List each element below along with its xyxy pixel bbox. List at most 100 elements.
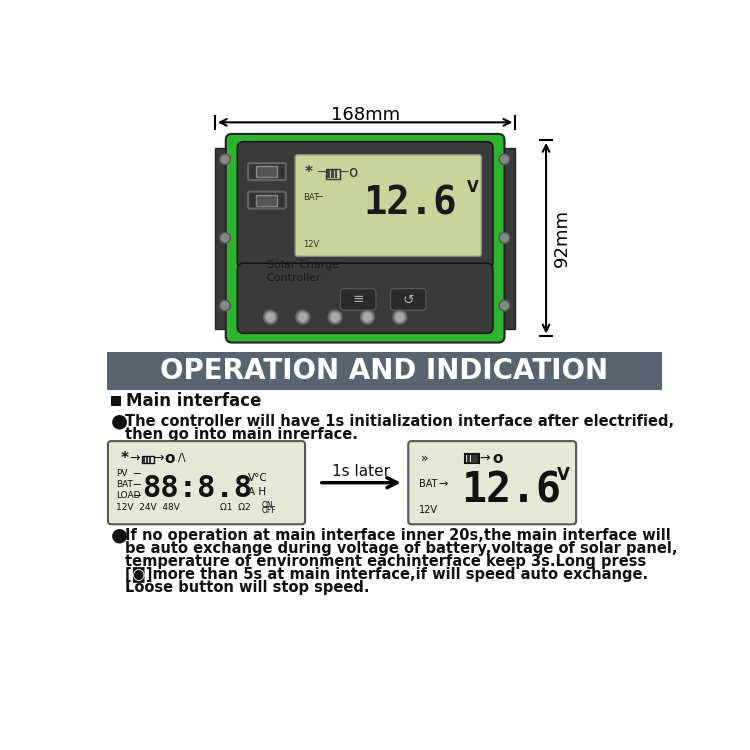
Circle shape bbox=[332, 314, 339, 321]
Bar bbox=[326, 170, 340, 178]
Bar bbox=[335, 170, 338, 178]
Circle shape bbox=[361, 310, 374, 324]
Text: V: V bbox=[557, 466, 570, 484]
Text: PV: PV bbox=[116, 469, 128, 478]
Text: BAT: BAT bbox=[304, 193, 320, 202]
Text: ─: ─ bbox=[134, 490, 140, 500]
Bar bbox=[466, 455, 470, 463]
Circle shape bbox=[296, 310, 310, 324]
FancyBboxPatch shape bbox=[408, 441, 576, 524]
Circle shape bbox=[221, 234, 229, 242]
Bar bbox=[470, 455, 474, 463]
FancyBboxPatch shape bbox=[226, 134, 505, 343]
Bar bbox=[494, 148, 515, 328]
Circle shape bbox=[220, 154, 230, 165]
Circle shape bbox=[297, 312, 308, 322]
Text: ─: ─ bbox=[134, 469, 140, 478]
Text: LOAD: LOAD bbox=[116, 490, 141, 500]
Circle shape bbox=[499, 232, 510, 243]
FancyBboxPatch shape bbox=[248, 192, 286, 208]
FancyBboxPatch shape bbox=[340, 289, 376, 310]
Circle shape bbox=[221, 155, 229, 164]
Text: OFF: OFF bbox=[261, 506, 276, 515]
Text: 12.6: 12.6 bbox=[363, 184, 457, 222]
Circle shape bbox=[364, 314, 371, 321]
Text: BAT: BAT bbox=[419, 479, 437, 489]
Text: ─: ─ bbox=[316, 192, 322, 202]
Text: ─: ─ bbox=[340, 166, 347, 179]
Text: Main interface: Main interface bbox=[127, 392, 262, 410]
Text: V°C: V°C bbox=[248, 473, 268, 483]
Circle shape bbox=[499, 300, 510, 311]
Text: Loose button will stop speed.: Loose button will stop speed. bbox=[125, 580, 370, 595]
FancyBboxPatch shape bbox=[108, 441, 305, 524]
Text: →: → bbox=[154, 452, 164, 464]
Text: then go into main inrerface.: then go into main inrerface. bbox=[125, 427, 358, 442]
Text: ─: ─ bbox=[316, 166, 324, 179]
Bar bbox=[148, 457, 151, 463]
Text: /\: /\ bbox=[178, 453, 185, 463]
Text: 168mm: 168mm bbox=[331, 106, 400, 124]
Bar bbox=[142, 457, 145, 463]
Circle shape bbox=[263, 310, 278, 324]
FancyBboxPatch shape bbox=[295, 154, 482, 256]
Text: »: » bbox=[422, 452, 429, 464]
Bar bbox=[142, 456, 154, 464]
Text: temperature of environment eachinterface keep 3s.Long press: temperature of environment eachinterface… bbox=[125, 554, 646, 568]
Text: be auto exchange during voltage of battery,voltage of solar panel,: be auto exchange during voltage of batte… bbox=[125, 541, 677, 556]
Text: 1s later: 1s later bbox=[332, 464, 390, 479]
Circle shape bbox=[393, 310, 406, 324]
Text: 12.6: 12.6 bbox=[461, 470, 562, 512]
Text: 12V  24V  48V: 12V 24V 48V bbox=[116, 503, 180, 512]
Text: →: → bbox=[479, 452, 490, 464]
FancyBboxPatch shape bbox=[248, 164, 286, 180]
Text: o: o bbox=[493, 451, 502, 466]
Text: The controller will have 1s initialization interface after electrified,: The controller will have 1s initializati… bbox=[125, 413, 674, 428]
Circle shape bbox=[299, 314, 307, 321]
Text: BAT: BAT bbox=[116, 480, 134, 489]
Text: Solar Charge
Controller: Solar Charge Controller bbox=[266, 260, 339, 284]
Text: ≡: ≡ bbox=[352, 292, 364, 307]
Circle shape bbox=[501, 155, 509, 164]
Circle shape bbox=[501, 234, 509, 242]
Text: 92mm: 92mm bbox=[553, 209, 571, 267]
Circle shape bbox=[265, 312, 276, 322]
Text: Ω1  Ω2: Ω1 Ω2 bbox=[220, 503, 251, 512]
Circle shape bbox=[266, 314, 274, 321]
Bar bbox=[256, 195, 278, 206]
Text: V: V bbox=[467, 180, 478, 195]
Circle shape bbox=[501, 302, 509, 310]
Bar bbox=[107, 352, 662, 390]
Text: 88:8.8: 88:8.8 bbox=[142, 474, 253, 503]
Bar bbox=[332, 170, 334, 178]
Bar bbox=[328, 170, 330, 178]
FancyBboxPatch shape bbox=[237, 142, 493, 269]
Bar bbox=[111, 397, 121, 406]
Text: OPERATION AND INDICATION: OPERATION AND INDICATION bbox=[160, 357, 608, 385]
Bar bbox=[215, 148, 236, 328]
Text: [◙]more than 5s at main interface,if will speed auto exchange.: [◙]more than 5s at main interface,if wil… bbox=[125, 566, 648, 582]
Text: If no operation at main interface inner 20s,the main interface will: If no operation at main interface inner … bbox=[125, 527, 670, 542]
Text: 12V: 12V bbox=[304, 240, 320, 249]
FancyBboxPatch shape bbox=[237, 263, 493, 333]
Bar bbox=[256, 166, 278, 177]
Circle shape bbox=[499, 154, 510, 165]
Circle shape bbox=[394, 312, 405, 322]
Circle shape bbox=[220, 232, 230, 243]
Circle shape bbox=[396, 314, 404, 321]
Text: *: * bbox=[121, 451, 129, 466]
Text: ↺: ↺ bbox=[403, 292, 414, 307]
Text: o: o bbox=[164, 451, 175, 466]
Bar bbox=[475, 455, 478, 463]
Circle shape bbox=[221, 302, 229, 310]
FancyBboxPatch shape bbox=[391, 289, 426, 310]
Circle shape bbox=[220, 300, 230, 311]
Text: A H: A H bbox=[248, 487, 266, 497]
Text: →: → bbox=[129, 452, 140, 464]
Text: →: → bbox=[438, 479, 448, 489]
Circle shape bbox=[362, 312, 373, 322]
Circle shape bbox=[328, 310, 342, 324]
Text: ON: ON bbox=[261, 500, 273, 509]
Text: 12V: 12V bbox=[419, 505, 438, 515]
Bar bbox=[146, 457, 148, 463]
